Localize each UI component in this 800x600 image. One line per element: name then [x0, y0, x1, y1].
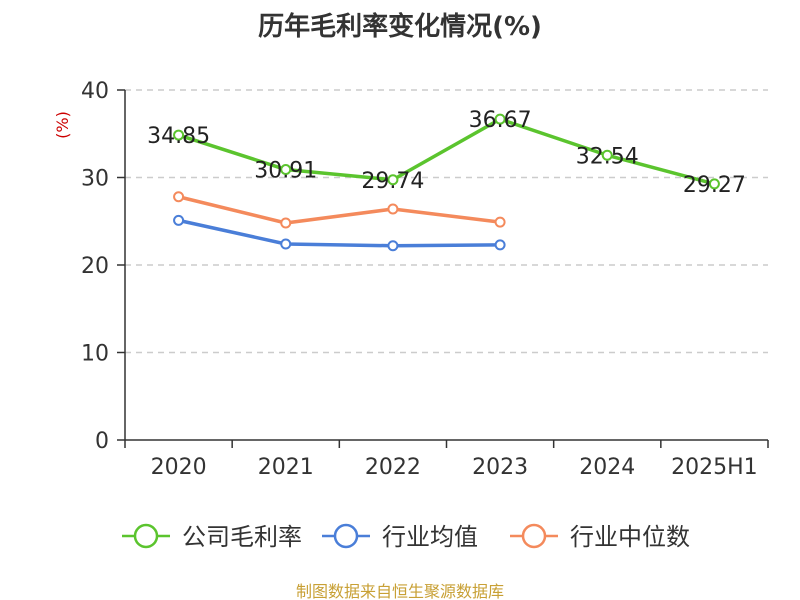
legend-item[interactable]: 行业中位数 [510, 523, 690, 551]
data-point [708, 178, 720, 190]
x-tick-label: 2021 [258, 455, 314, 480]
data-source-note: 制图数据来自恒生聚源数据库 [295, 582, 504, 600]
legend-marker [333, 523, 359, 549]
x-tick-label: 2025H1 [671, 455, 758, 480]
data-point [280, 238, 292, 250]
series-line-2 [178, 195, 501, 225]
y-tick-label: 10 [81, 342, 109, 367]
data-point [280, 217, 292, 229]
legend: 公司毛利率 行业均值 行业中位数 [122, 523, 690, 551]
data-label: 34.85 [147, 124, 210, 149]
y-tick-label: 30 [81, 167, 109, 192]
axis-layer: 0 10 20 30 40 2020 2021 2022 2023 2024 2025H1 [81, 79, 769, 480]
series-line-1 [178, 218, 501, 248]
data-point [601, 149, 613, 161]
data-point [387, 240, 399, 252]
data-point [494, 113, 506, 125]
data-point [173, 214, 185, 226]
series-line-0 [178, 117, 715, 186]
data-point [494, 239, 506, 251]
data-point [494, 216, 506, 228]
x-tick-label: 2022 [365, 455, 421, 480]
data-point [173, 129, 185, 141]
data-point [280, 164, 292, 176]
data-point [387, 174, 399, 186]
y-tick-label: 0 [95, 429, 109, 454]
legend-label: 公司毛利率 [182, 523, 302, 551]
legend-label: 行业均值 [382, 523, 478, 551]
chart-title: 历年毛利率变化情况(%) [258, 12, 542, 42]
data-label: 36.67 [469, 108, 532, 133]
legend-item[interactable]: 公司毛利率 [122, 523, 302, 551]
data-label: 32.54 [576, 144, 639, 169]
y-tick-label: 20 [81, 254, 109, 279]
data-point [387, 203, 399, 215]
data-label: 29.74 [361, 169, 424, 194]
data-label: 29.27 [683, 173, 746, 198]
data-label: 30.91 [254, 159, 317, 184]
y-tick-label: 40 [81, 79, 109, 104]
y-axis-label: (%) [53, 111, 72, 139]
legend-marker [521, 523, 547, 549]
label-layer: 34.85 30.91 29.74 36.67 32.54 29.27 [147, 108, 746, 198]
x-tick-label: 2024 [579, 455, 635, 480]
legend-label: 行业中位数 [570, 523, 690, 551]
x-tick-label: 2020 [151, 455, 207, 480]
series-layer [173, 113, 720, 252]
data-point [173, 191, 185, 203]
x-tick-label: 2023 [472, 455, 528, 480]
grid-layer [125, 89, 768, 354]
legend-item[interactable]: 行业均值 [322, 523, 478, 551]
legend-marker [133, 523, 159, 549]
